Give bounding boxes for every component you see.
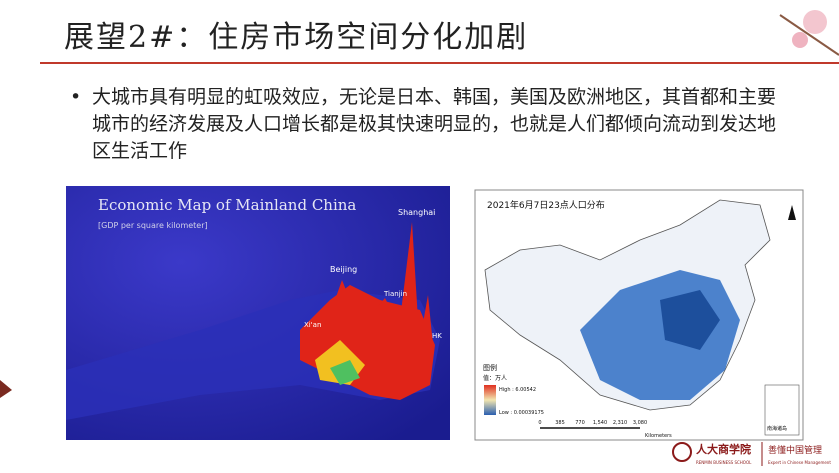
decoration [0, 10, 839, 398]
title-rule [40, 62, 839, 64]
legend-ramp [484, 385, 496, 415]
legend-title: 图例 [483, 363, 497, 372]
inset-label: 南海诸岛 [767, 425, 787, 432]
scale-unit: Kilometers [645, 433, 672, 439]
bullet-text: 大城市具有明显的虹吸效应，无论是日本、韩国，美国及欧洲地区，其首都和主要城市的经… [92, 86, 777, 162]
scale-tick-label: 770 [575, 420, 585, 426]
population-map: 2021年6月7日23点人口分布 图例 值：万人 High : 6.00542 … [474, 189, 804, 441]
slide-title: 展望2#：住房市场空间分化加剧 [64, 20, 529, 55]
logo-name-en: RENMIN BUSINESS SCHOOL [696, 460, 752, 465]
legend-unit: 值：万人 [483, 374, 507, 382]
city-label: Tianjin [383, 290, 407, 298]
city-label: Xi'an [304, 321, 321, 329]
scale-ticks: 0 385 770 1,540 2,310 3,080 [538, 420, 647, 426]
gdp-map: Economic Map of Mainland China [GDP per … [66, 186, 450, 440]
logo: 人大商学院 RENMIN BUSINESS SCHOOL 善懂中国管理 Expe… [672, 442, 831, 466]
city-label: Beijing [330, 265, 357, 274]
logo-slogan: 善懂中国管理 [768, 444, 822, 456]
bullet-dot: • [70, 86, 82, 108]
logo-name: 人大商学院 [696, 442, 751, 456]
scale-tick-label: 1,540 [593, 420, 607, 426]
bullet-item: • 大城市具有明显的虹吸效应，无论是日本、韩国，美国及欧洲地区，其首都和主要城市… [70, 84, 790, 165]
map-subtitle: [GDP per square kilometer] [98, 221, 208, 230]
logo-slogan-en: Expert in Chinese Management [768, 460, 831, 465]
north-arrow [788, 205, 796, 220]
scale-tick-label: 385 [555, 420, 565, 426]
map-title: 2021年6月7日23点人口分布 [487, 199, 605, 211]
city-label: Shanghai [398, 208, 435, 217]
scale-tick-label: 0 [538, 420, 541, 426]
city-label: HK [432, 332, 442, 340]
scale-tick-label: 3,080 [633, 420, 647, 426]
inset-frame [764, 384, 800, 436]
map-title: Economic Map of Mainland China [98, 196, 356, 214]
scale-tick-label: 2,310 [613, 420, 627, 426]
legend-high: High : 6.00542 [499, 387, 536, 393]
legend-low: Low : 0.00039175 [499, 410, 544, 416]
